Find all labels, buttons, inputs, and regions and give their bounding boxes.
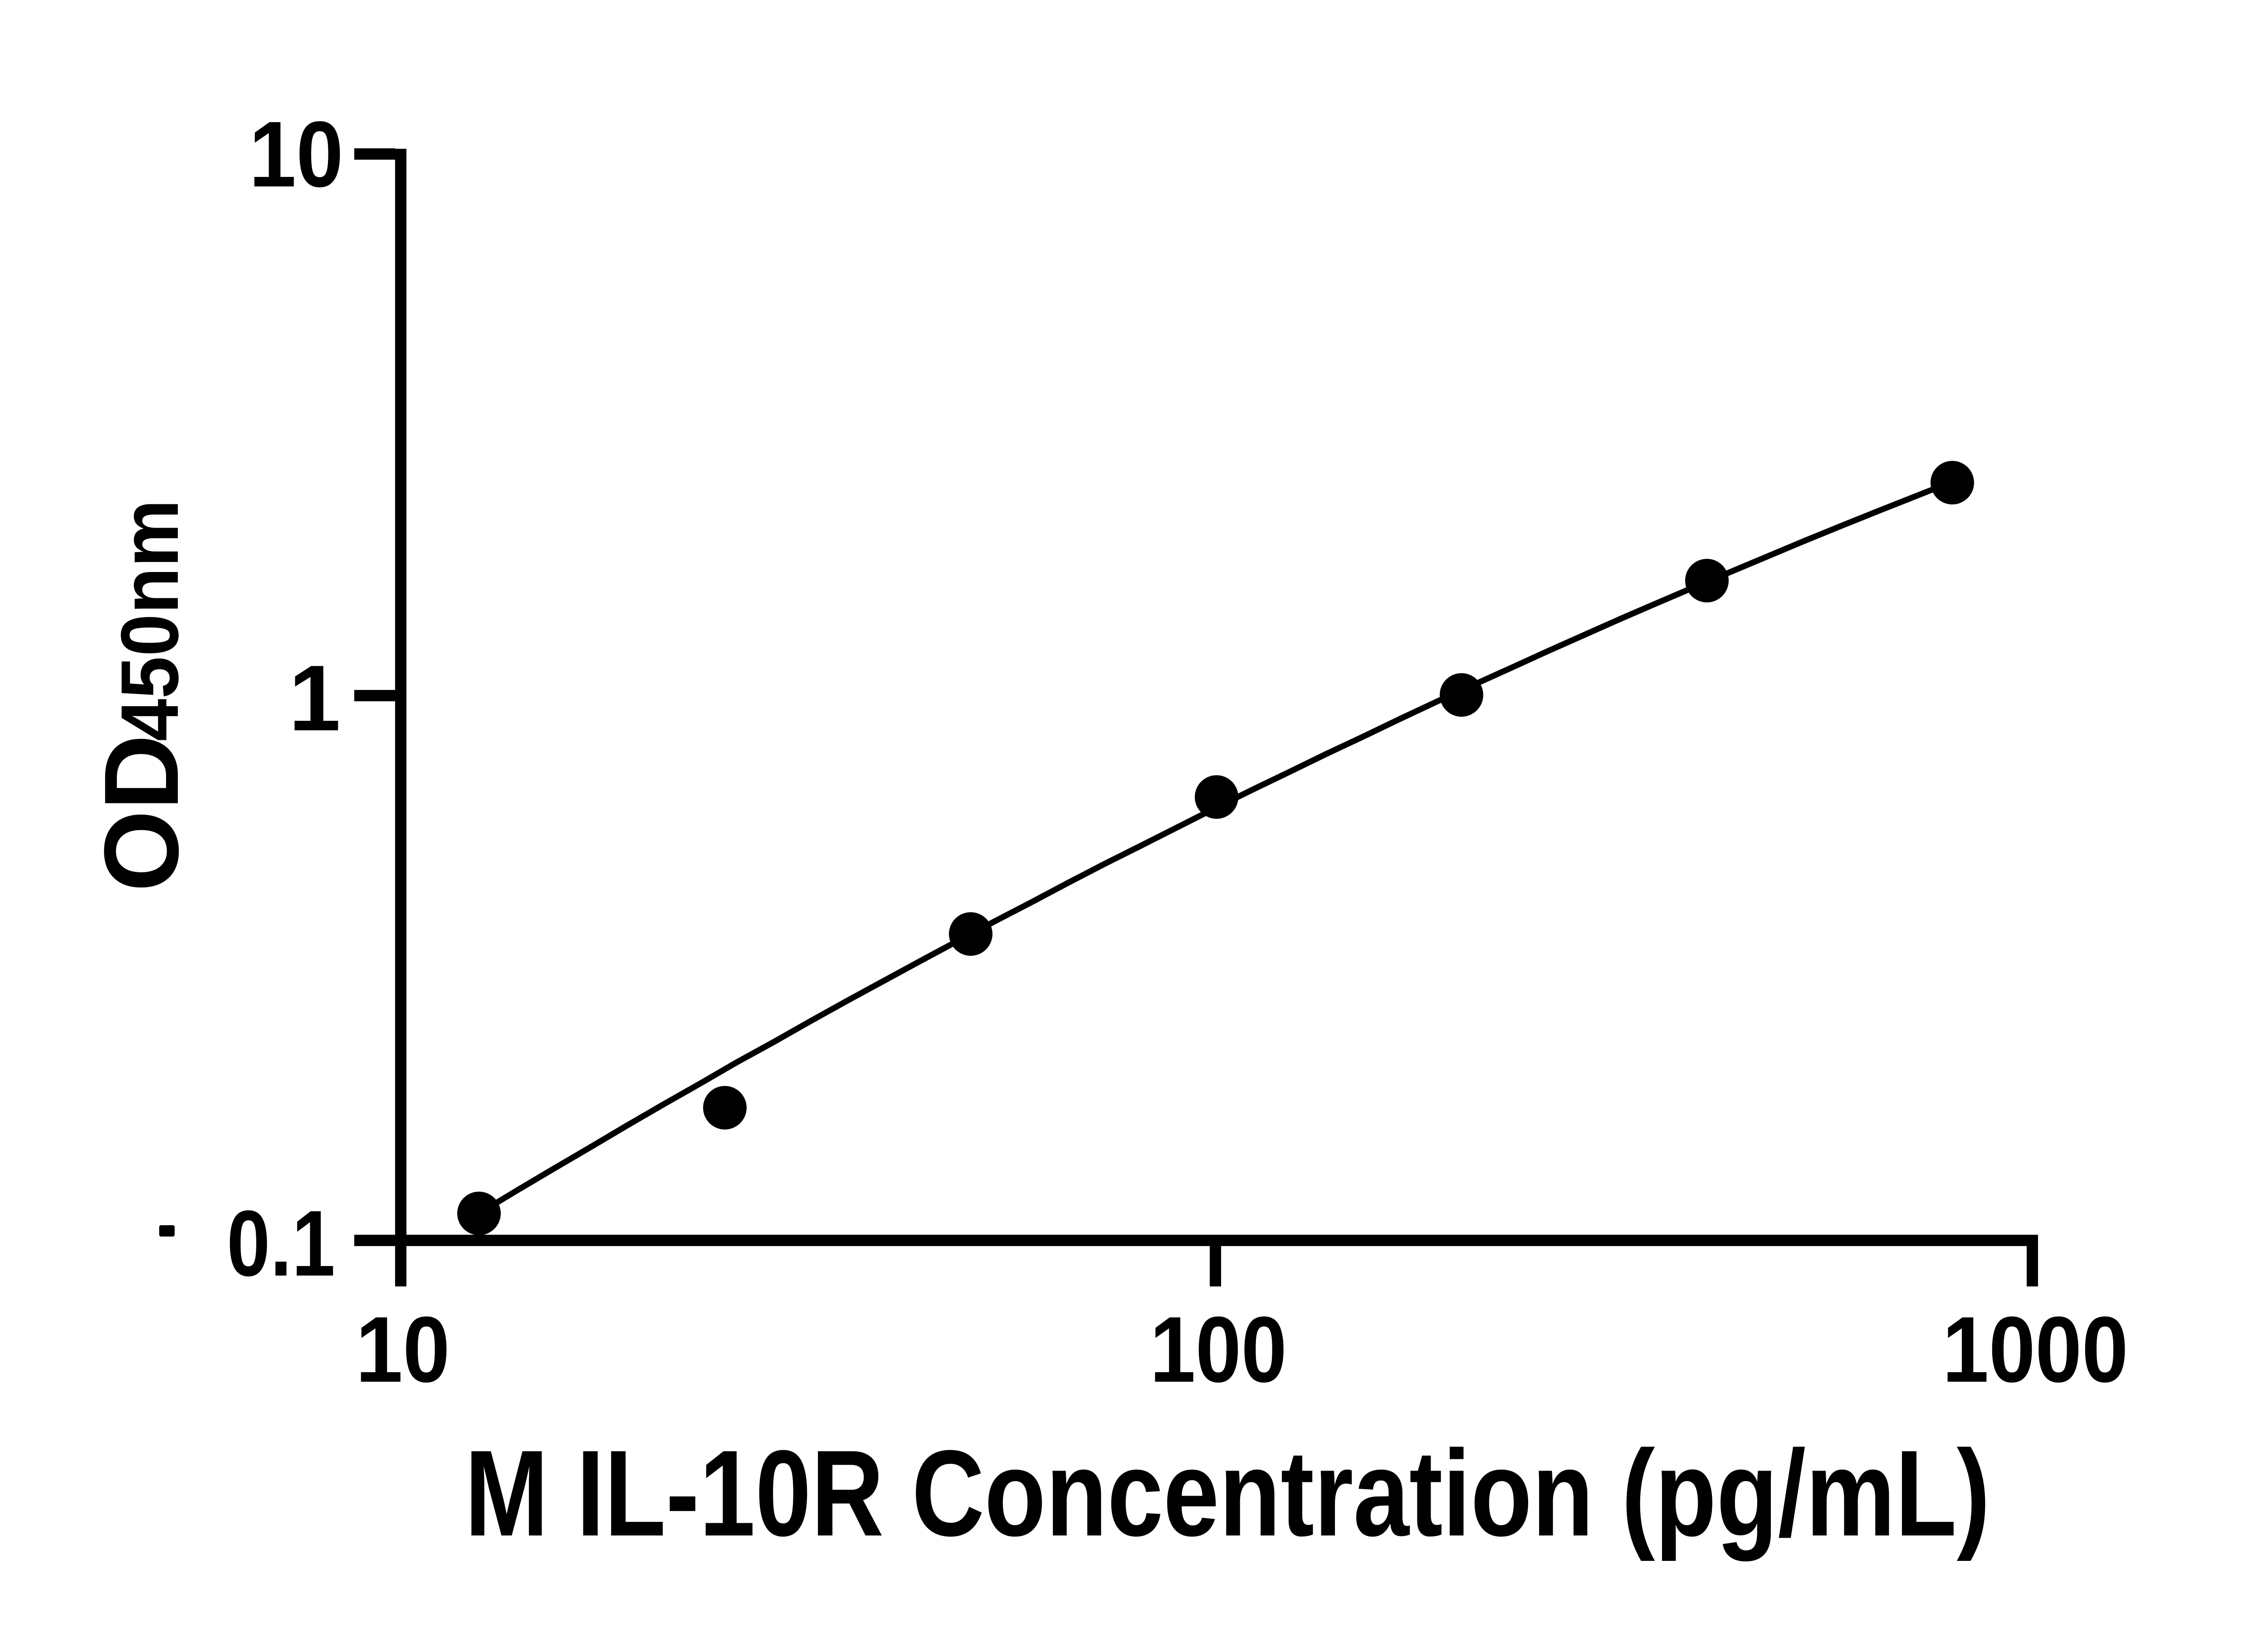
- svg-text:10: 10: [356, 1297, 450, 1402]
- svg-text:100: 100: [1150, 1297, 1287, 1402]
- svg-text:0.1: 0.1: [227, 1191, 335, 1296]
- svg-text:10: 10: [249, 102, 343, 206]
- svg-text:1: 1: [288, 646, 341, 750]
- svg-text:1000: 1000: [1942, 1297, 2128, 1402]
- svg-text:450nm: 450nm: [104, 499, 196, 741]
- svg-text:M IL-10R Concentration (pg/mL): M IL-10R Concentration (pg/mL): [465, 1425, 1990, 1562]
- svg-text:OD: OD: [83, 734, 200, 892]
